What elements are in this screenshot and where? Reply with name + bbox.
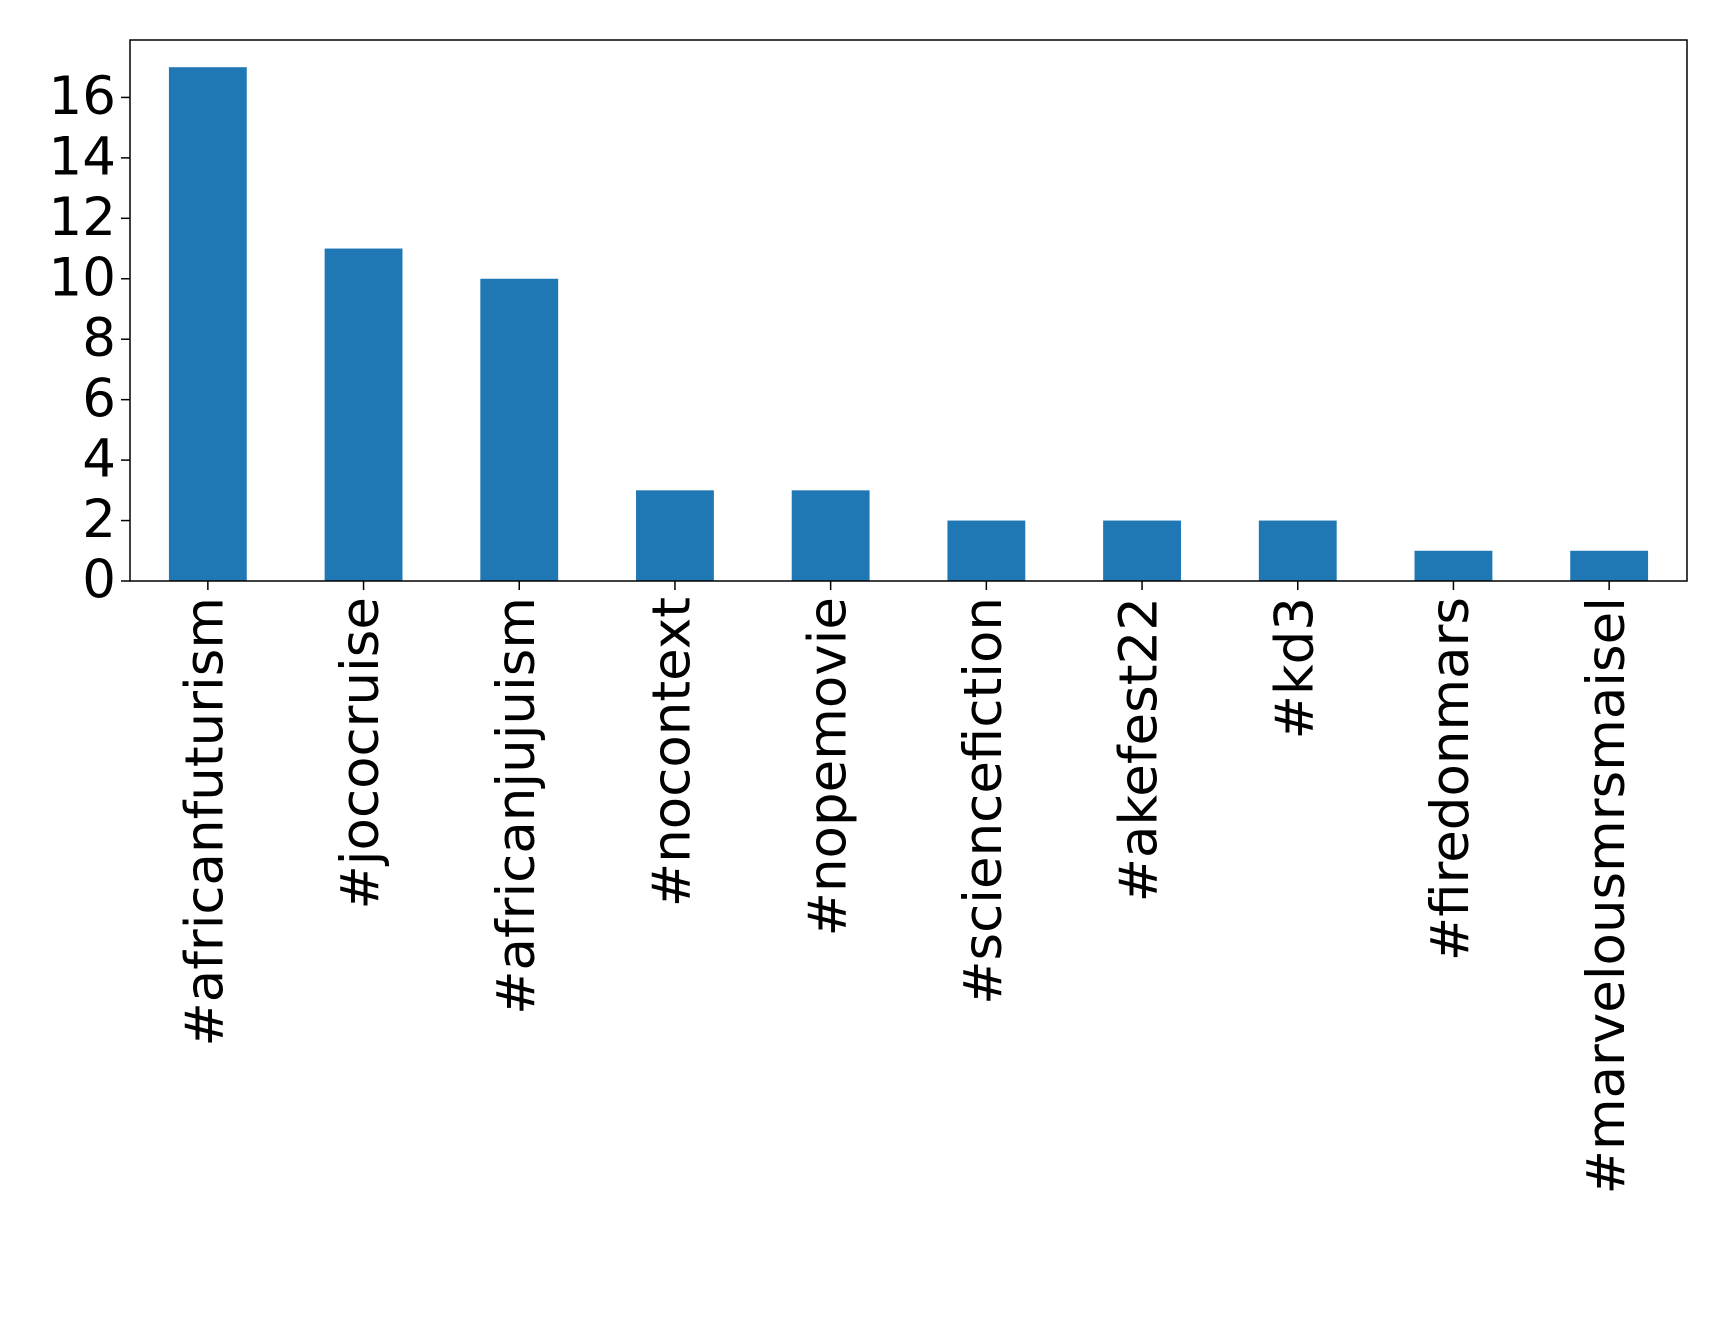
bar [1570,550,1649,581]
y-tick-label: 0 [82,550,116,611]
y-tick-label: 4 [82,429,116,490]
x-tick-label: #africanfuturism [174,597,235,1047]
bar [1414,550,1493,581]
y-tick-label: 10 [49,247,116,308]
y-tick-label: 8 [82,308,116,369]
x-tick-label: #firedonmars [1420,597,1481,961]
y-tick-label: 14 [49,127,116,188]
x-tick-label: #kd3 [1264,597,1325,739]
x-tick-label: #sciencefiction [953,597,1014,1005]
bar [1258,520,1337,581]
x-tick-label: #jococruise [330,597,391,910]
plot-frame [129,39,1688,582]
x-tick-label: #africanjujuism [486,597,547,1015]
bar [480,278,559,581]
x-tick-label: #akefest22 [1109,597,1170,902]
y-tick-label: 6 [82,368,116,429]
y-tick-label: 12 [49,187,116,248]
x-tick-label: #nopemovie [797,597,858,936]
y-tick-label: 2 [82,489,116,550]
bar [636,490,714,581]
bar [791,490,870,581]
y-tick-label: 16 [49,66,116,127]
bar [168,67,247,582]
bar [947,520,1026,581]
bar [324,248,403,581]
x-tick-label: #nocontext [642,597,703,907]
bar [1103,520,1181,581]
x-tick-label: #marvelousmrsmaisel [1576,597,1637,1194]
